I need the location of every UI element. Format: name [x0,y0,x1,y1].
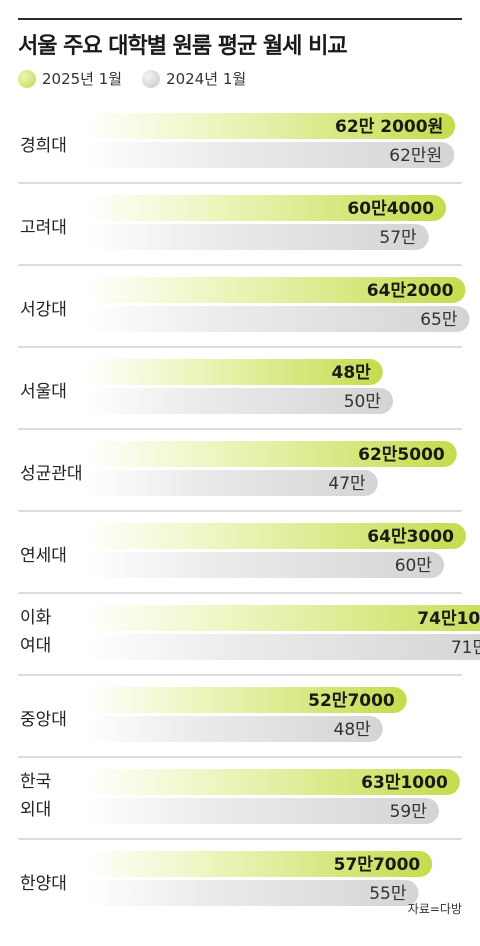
value-label-2024: 59만 [390,802,428,822]
bar-2024 [84,634,480,660]
value-label-2025: 52만7000 [308,691,395,711]
category-group: 서울대 48만 50만 [20,359,393,414]
value-label-2025: 60만4000 [347,199,434,219]
bar-2024 [84,388,393,414]
value-label-2025: 64만3000 [367,527,454,547]
legend-label-2025: 2025년 1월 [42,70,123,88]
value-label-2025: 48만 [331,363,371,383]
value-label-2024: 60만 [395,556,433,576]
bar-2024 [84,142,455,168]
category-label: 서강대 [20,300,67,320]
value-label-2024: 62만원 [389,146,442,166]
category-group: 서강대 64만2000 65만 [20,277,470,332]
category-label: 연세대 [20,546,67,566]
category-label: 중앙대 [20,710,67,730]
bar-2024 [84,306,470,332]
bar-2025 [84,441,457,467]
chart-title: 서울 주요 대학별 원룸 평균 월세 비교 [18,34,348,59]
bar-2025 [84,523,466,549]
category-group: 한양대 57만7000 55만 [20,851,433,906]
value-label-2024: 55만 [369,884,407,904]
bar-2024 [84,798,439,824]
category-label: 성균관대 [20,464,83,484]
category-group: 경희대 62만 2000원 62만원 [20,113,456,168]
category-label: 한국 [20,772,51,792]
value-label-2025: 62만 2000원 [335,117,443,137]
bar-2025 [84,113,456,139]
legend-swatch-2024 [142,69,161,88]
category-label: 경희대 [20,136,67,156]
value-label-2025: 64만2000 [367,281,454,301]
value-label-2025: 57만7000 [334,855,421,875]
bar-2025 [84,605,480,631]
category-group: 연세대 64만3000 60만 [20,523,466,578]
bar-2025 [84,769,460,795]
category-label: 여대 [20,636,51,656]
legend-swatch-2025 [18,69,36,88]
bar-2024 [84,224,429,250]
category-group: 고려대 60만4000 57만 [20,195,447,250]
legend-label-2024: 2024년 1월 [166,70,247,88]
value-label-2025: 62만5000 [358,445,445,465]
value-label-2025: 63만1000 [361,773,448,793]
bar-2025 [84,851,433,877]
bar-2025 [84,277,466,303]
value-label-2024: 47만 [328,474,366,494]
value-label-2024: 65만 [420,310,458,330]
category-label: 고려대 [20,218,67,238]
bar-2024 [84,552,444,578]
bar-2024 [84,716,383,742]
category-label: 한양대 [20,874,67,894]
legend-item-2024: 2024년 1월 [142,68,246,89]
top-rule [18,18,462,20]
bar-2025 [84,687,407,713]
legend-item-2025: 2025년 1월 [18,68,122,89]
value-label-2024: 48만 [334,720,372,740]
bar-2025 [84,195,447,221]
bar-2024 [84,880,419,906]
value-label-2024: 71만 [451,638,480,658]
category-label: 서울대 [20,382,67,402]
category-label: 외대 [20,800,51,820]
value-label-2024: 50만 [344,392,382,412]
category-group: 중앙대 52만7000 48만 [20,687,407,742]
value-label-2024: 57만 [379,228,417,248]
category-label: 이화 [20,608,52,628]
category-group: 성균관대 62만5000 47만 [20,441,457,496]
legend: 2025년 1월 2024년 1월 [18,68,266,89]
value-label-2025: 74만1000 [417,609,480,629]
source-note: 자료=다방 [407,902,462,916]
bar-2025 [84,359,383,385]
bar-2024 [84,470,378,496]
